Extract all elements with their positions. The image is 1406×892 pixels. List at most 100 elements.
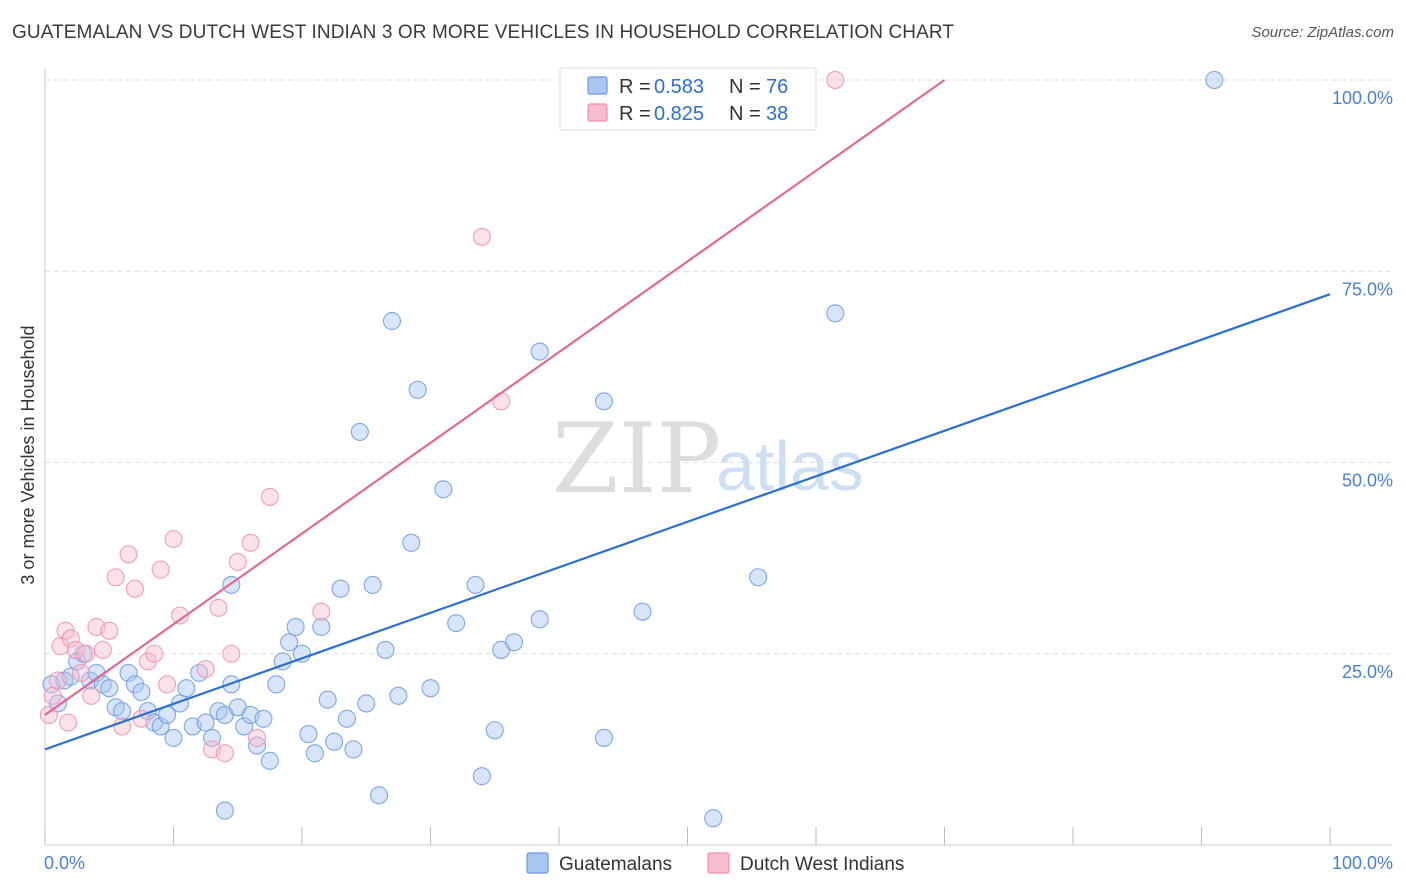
data-point xyxy=(530,342,549,361)
data-point xyxy=(66,640,85,659)
data-point xyxy=(337,709,357,728)
data-point xyxy=(48,671,67,690)
data-point xyxy=(325,732,344,751)
data-point xyxy=(267,675,286,694)
trend-layer xyxy=(44,79,1331,751)
data-point xyxy=(434,480,453,499)
data-point xyxy=(472,227,491,246)
data-point xyxy=(235,717,254,736)
data-point xyxy=(196,713,215,732)
data-point xyxy=(466,575,485,594)
data-point xyxy=(350,422,369,441)
data-point xyxy=(376,640,395,659)
data-point xyxy=(119,663,138,682)
data-point xyxy=(408,380,427,399)
watermark-zip: ZIP xyxy=(552,403,721,515)
data-point xyxy=(370,786,389,805)
axes xyxy=(44,68,1392,846)
data-point xyxy=(113,717,132,736)
data-point xyxy=(241,533,260,552)
data-point xyxy=(254,709,273,728)
x-tick-label-right: 100.0% xyxy=(1332,853,1393,873)
data-point xyxy=(402,533,421,552)
data-point xyxy=(260,751,279,770)
data-point xyxy=(826,70,845,90)
data-point xyxy=(421,679,440,698)
legend-top-swatch xyxy=(587,103,608,122)
data-point xyxy=(260,487,279,506)
legend-n-label: N = xyxy=(729,103,761,125)
data-point xyxy=(485,721,504,740)
data-point xyxy=(151,560,170,579)
data-point xyxy=(312,602,331,621)
x-tick-labels: 0.0% 100.0% xyxy=(44,853,1393,873)
data-point xyxy=(215,744,234,763)
data-point xyxy=(594,728,614,747)
data-point xyxy=(222,644,241,663)
y-tick-label: 75.0% xyxy=(1342,279,1393,299)
data-point xyxy=(215,801,234,820)
legend-n-value: 76 xyxy=(766,76,788,98)
data-point xyxy=(138,652,157,671)
data-point xyxy=(1205,70,1224,90)
data-point xyxy=(247,736,267,755)
data-point xyxy=(82,686,101,705)
series-dutch-west-indians-points xyxy=(39,70,845,763)
data-point xyxy=(331,579,350,598)
data-point xyxy=(177,679,196,698)
legend-bottom-label: Dutch West Indians xyxy=(740,854,904,875)
legend-r-value: 0.583 xyxy=(654,76,704,98)
data-point xyxy=(286,617,305,637)
data-point xyxy=(363,575,382,594)
data-point xyxy=(77,644,96,663)
data-point xyxy=(170,606,189,625)
data-point xyxy=(158,675,177,694)
data-point xyxy=(39,705,58,725)
legend-bottom-swatch xyxy=(526,852,549,874)
trend-line-guatemalans xyxy=(44,293,1331,751)
data-point xyxy=(164,728,183,747)
data-point xyxy=(389,686,408,705)
data-point xyxy=(594,392,614,411)
legend-n-label: N = xyxy=(729,76,761,98)
x-tick-label-left: 0.0% xyxy=(44,853,85,873)
data-point xyxy=(125,579,144,598)
data-point xyxy=(382,311,402,331)
data-point xyxy=(633,602,652,621)
data-point xyxy=(93,640,112,659)
y-tick-label: 100.0% xyxy=(1332,88,1393,108)
data-point xyxy=(164,529,183,549)
y-tick-label: 50.0% xyxy=(1342,471,1393,491)
y-tick-labels: 25.0% 50.0% 75.0% 100.0% xyxy=(1332,88,1393,682)
points-layer xyxy=(39,70,1224,828)
data-point xyxy=(151,717,170,736)
data-point xyxy=(43,686,62,705)
legend-r-label: R = xyxy=(619,76,651,98)
watermark: ZIP atlas xyxy=(552,403,864,515)
data-point xyxy=(305,744,324,763)
data-point xyxy=(749,568,768,587)
series-guatemalans-points xyxy=(42,70,1224,828)
trend-line-dutch-west-indians xyxy=(44,79,946,716)
y-tick-label: 25.0% xyxy=(1342,662,1393,682)
data-point xyxy=(530,610,549,629)
data-point xyxy=(209,598,228,617)
data-point xyxy=(196,659,215,679)
data-point xyxy=(100,679,119,698)
data-point xyxy=(299,725,318,744)
legend-n-value: 38 xyxy=(766,103,788,125)
legend-bottom-label: Guatemalans xyxy=(559,854,672,875)
data-point xyxy=(71,663,91,682)
data-point xyxy=(247,728,267,747)
legend-top: R = 0.583 N = 76 R = 0.825 N = 38 xyxy=(559,67,817,131)
legend-bottom: Guatemalans Dutch West Indians xyxy=(526,852,904,875)
legend-bottom-swatch xyxy=(707,852,730,874)
y-axis-title: 3 or more Vehicles in Household xyxy=(18,325,38,584)
data-point xyxy=(61,629,80,648)
data-point xyxy=(492,392,511,411)
data-point xyxy=(504,633,524,652)
data-point xyxy=(826,304,845,323)
data-point xyxy=(145,644,164,663)
data-point xyxy=(704,809,723,828)
watermark-atlas: atlas xyxy=(716,427,864,505)
